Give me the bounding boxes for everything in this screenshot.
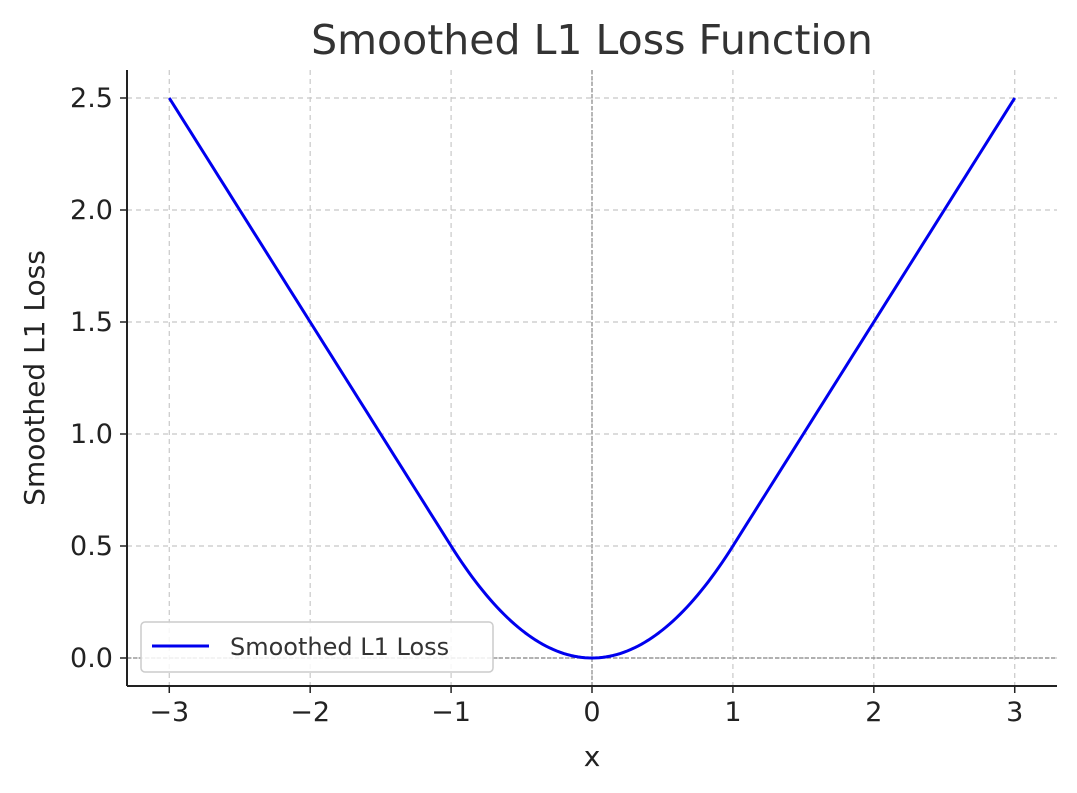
legend: Smoothed L1 Loss bbox=[140, 621, 494, 673]
y-axis-label: Smoothed L1 Loss bbox=[18, 250, 51, 506]
y-tick-label: 1.0 bbox=[70, 419, 113, 450]
legend-box bbox=[140, 621, 494, 673]
ticks: −3 −2 −1 0 1 2 3 0.0 0.5 1.0 1.5 2.0 2.5 bbox=[70, 83, 1023, 728]
x-tick-label: −3 bbox=[149, 697, 189, 728]
y-tick-label: 0.0 bbox=[70, 643, 113, 674]
series-layer bbox=[168, 97, 1016, 660]
x-tick-label: 2 bbox=[865, 697, 882, 728]
y-tick-label: 0.5 bbox=[70, 531, 113, 562]
x-tick-label: −1 bbox=[431, 697, 471, 728]
y-tick-label: 2.5 bbox=[70, 83, 113, 114]
y-tick-label: 2.0 bbox=[70, 195, 113, 226]
x-tick-label: 1 bbox=[724, 697, 741, 728]
x-tick-label: 0 bbox=[583, 697, 600, 728]
x-tick-label: −2 bbox=[290, 697, 330, 728]
y-tick-label: 1.5 bbox=[70, 307, 113, 338]
chart-title: Smoothed L1 Loss Function bbox=[311, 16, 873, 64]
grid bbox=[127, 70, 1057, 686]
x-axis-label: x bbox=[584, 740, 601, 773]
x-tick-label: 3 bbox=[1006, 697, 1023, 728]
series-line bbox=[168, 97, 1016, 660]
legend-label: Smoothed L1 Loss bbox=[230, 633, 449, 661]
reference-lines bbox=[127, 70, 1057, 686]
